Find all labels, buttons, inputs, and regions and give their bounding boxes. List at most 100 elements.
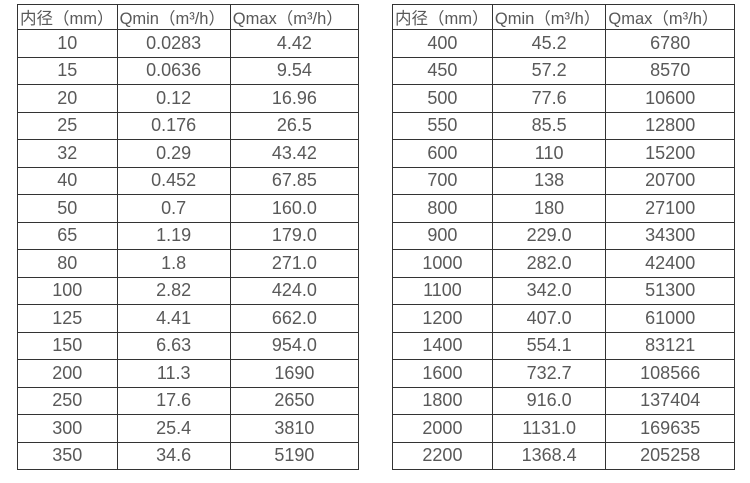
table-row: 10 0.0283 4.42 [17, 29, 360, 58]
table-cell: 282.0 [491, 249, 607, 278]
header-row: 内径（mm） Qmin（m³/h） Qmax（m³/h） [17, 4, 360, 30]
table-cell: 80 [17, 249, 118, 278]
table-row: 125 4.41 662.0 [17, 304, 360, 333]
table-cell: 407.0 [491, 304, 607, 333]
table-cell: 5190 [229, 441, 360, 470]
column-header: Qmax（m³/h） [605, 4, 735, 30]
table-cell: 138 [491, 166, 607, 195]
table-cell: 450 [392, 56, 493, 85]
table-cell: 15 [17, 56, 118, 85]
table-cell: 6.63 [116, 331, 231, 360]
table-cell: 83121 [605, 331, 735, 360]
table-cell: 85.5 [491, 111, 607, 140]
table-cell: 61000 [605, 304, 735, 333]
table-cell: 1.8 [116, 249, 231, 278]
table-cell: 42400 [605, 249, 735, 278]
table-cell: 400 [392, 29, 493, 58]
table-cell: 26.5 [229, 111, 360, 140]
table-cell: 180 [491, 194, 607, 223]
table-cell: 2.82 [116, 276, 231, 305]
table-cell: 16.96 [229, 84, 360, 113]
table-row: 150 6.63 954.0 [17, 331, 360, 360]
table-cell: 51300 [605, 276, 735, 305]
table-cell: 25 [17, 111, 118, 140]
table-cell: 20700 [605, 166, 735, 195]
table-row: 32 0.29 43.42 [17, 139, 360, 168]
table-row: 600 110 15200 [392, 139, 735, 168]
table-row: 700 138 20700 [392, 166, 735, 195]
table-row: 20 0.12 16.96 [17, 84, 360, 113]
table-cell: 205258 [605, 441, 735, 470]
table-cell: 250 [17, 386, 118, 415]
flow-table-right: 内径（mm） Qmin（m³/h） Qmax（m³/h） 400 45.2 6780 45… [392, 4, 735, 470]
table-cell: 554.1 [491, 331, 607, 360]
table-cell: 125 [17, 304, 118, 333]
column-header: 内径（mm） [392, 4, 493, 30]
table-cell: 916.0 [491, 386, 607, 415]
table-cell: 1400 [392, 331, 493, 360]
table-row: 500 77.6 10600 [392, 84, 735, 113]
table-cell: 10 [17, 29, 118, 58]
flow-table-left: 内径（mm） Qmin（m³/h） Qmax（m³/h） 10 0.0283 4.42 1… [17, 4, 360, 470]
table-cell: 110 [491, 139, 607, 168]
table-cell: 550 [392, 111, 493, 140]
table-row: 1100 342.0 51300 [392, 276, 735, 305]
table-cell: 4.42 [229, 29, 360, 58]
table-row: 250 17.6 2650 [17, 386, 360, 415]
table-row: 200 11.3 1690 [17, 359, 360, 388]
table-cell: 0.0283 [116, 29, 231, 58]
column-header: 内径（mm） [17, 4, 118, 30]
table-cell: 1690 [229, 359, 360, 388]
table-cell: 137404 [605, 386, 735, 415]
table-cell: 57.2 [491, 56, 607, 85]
table-row: 800 180 27100 [392, 194, 735, 223]
table-cell: 0.12 [116, 84, 231, 113]
table-cell: 2650 [229, 386, 360, 415]
table-cell: 271.0 [229, 249, 360, 278]
table-row: 100 2.82 424.0 [17, 276, 360, 305]
table-cell: 10600 [605, 84, 735, 113]
table-row: 350 34.6 5190 [17, 441, 360, 470]
table-cell: 1368.4 [491, 441, 607, 470]
table-cell: 67.85 [229, 166, 360, 195]
table-cell: 27100 [605, 194, 735, 223]
table-row: 1200 407.0 61000 [392, 304, 735, 333]
table-cell: 2200 [392, 441, 493, 470]
column-header: Qmin（m³/h） [116, 4, 231, 30]
table-cell: 342.0 [491, 276, 607, 305]
table-row: 40 0.452 67.85 [17, 166, 360, 195]
table-header-row: 内径（mm） Qmin（m³/h） Qmax（m³/h） [17, 4, 360, 30]
table-row: 550 85.5 12800 [392, 111, 735, 140]
table-cell: 32 [17, 139, 118, 168]
table-cell: 1800 [392, 386, 493, 415]
table-row: 1600 732.7 108566 [392, 359, 735, 388]
table-cell: 0.0636 [116, 56, 231, 85]
table-cell: 65 [17, 221, 118, 250]
table-cell: 1200 [392, 304, 493, 333]
table-cell: 3810 [229, 414, 360, 443]
table-cell: 150 [17, 331, 118, 360]
table-cell: 50 [17, 194, 118, 223]
table-cell: 108566 [605, 359, 735, 388]
table-row: 50 0.7 160.0 [17, 194, 360, 223]
table-cell: 6780 [605, 29, 735, 58]
table-cell: 34.6 [116, 441, 231, 470]
table-row: 1400 554.1 83121 [392, 331, 735, 360]
column-header: Qmax（m³/h） [229, 4, 360, 30]
table-cell: 25.4 [116, 414, 231, 443]
table-cell: 77.6 [491, 84, 607, 113]
table-cell: 954.0 [229, 331, 360, 360]
table-row: 1800 916.0 137404 [392, 386, 735, 415]
table-row: 400 45.2 6780 [392, 29, 735, 58]
table-cell: 500 [392, 84, 493, 113]
table-cell: 1131.0 [491, 414, 607, 443]
table-cell: 20 [17, 84, 118, 113]
table-row: 65 1.19 179.0 [17, 221, 360, 250]
table-cell: 0.176 [116, 111, 231, 140]
table-cell: 11.3 [116, 359, 231, 388]
table-cell: 179.0 [229, 221, 360, 250]
table-cell: 17.6 [116, 386, 231, 415]
table-row: 1000 282.0 42400 [392, 249, 735, 278]
table-cell: 600 [392, 139, 493, 168]
